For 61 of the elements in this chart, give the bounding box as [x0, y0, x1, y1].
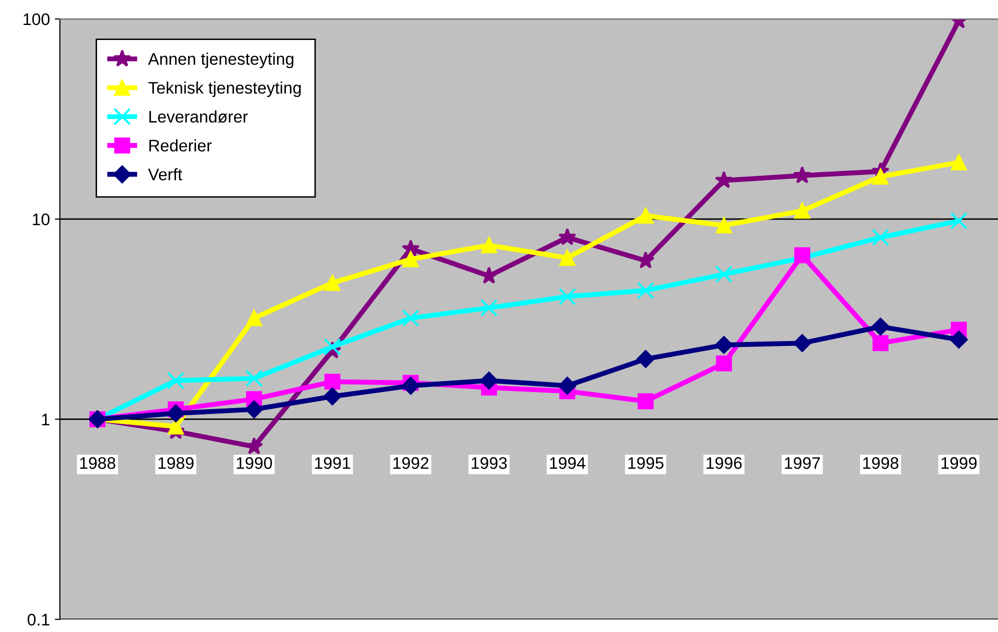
x-tick-label: 1996 — [706, 457, 742, 469]
x-tick-label: 1998 — [863, 457, 898, 469]
x-tick-label: 1995 — [628, 457, 664, 469]
point — [794, 202, 810, 219]
x-tick-label: 1999 — [942, 457, 977, 469]
point — [638, 393, 654, 410]
point — [950, 330, 968, 348]
point — [166, 404, 185, 422]
point — [323, 388, 342, 406]
point — [872, 335, 889, 352]
point — [716, 217, 732, 234]
point — [794, 247, 810, 264]
legend-label: Annen tjenesteyting — [148, 52, 294, 68]
x-tick-label: 1989 — [158, 457, 194, 469]
legend-label: Leverandører — [149, 110, 248, 123]
y-tick-label: 100 — [24, 13, 50, 26]
point — [872, 168, 889, 185]
point — [558, 228, 576, 246]
point — [716, 355, 732, 372]
point — [793, 334, 812, 352]
point — [950, 154, 967, 170]
point — [480, 372, 498, 390]
point — [402, 251, 419, 268]
point — [714, 171, 733, 188]
point — [558, 288, 576, 306]
point — [558, 376, 576, 395]
y-tick-label: 10 — [32, 213, 50, 226]
x-tick-label: 1990 — [236, 457, 272, 469]
legend-label: Teknisk tjenesteyting — [148, 82, 301, 98]
x-tick-label: 1992 — [393, 457, 428, 469]
point — [324, 338, 342, 356]
point — [324, 274, 340, 291]
point — [402, 309, 420, 327]
y-tick-label: 0.1 — [28, 614, 50, 626]
point — [636, 282, 654, 300]
point — [481, 237, 497, 254]
point — [245, 400, 263, 418]
point — [638, 208, 654, 224]
point — [950, 212, 968, 230]
x-tick-label: 1997 — [784, 457, 820, 469]
point — [402, 376, 420, 395]
point — [872, 228, 890, 246]
point — [480, 299, 498, 317]
x-tick-label: 1994 — [550, 457, 586, 469]
point — [636, 350, 655, 368]
y-tick-label: 1 — [42, 414, 50, 426]
point — [167, 372, 184, 390]
x-tick-label: 1988 — [80, 457, 116, 469]
point — [872, 318, 890, 336]
point — [715, 336, 733, 354]
point — [245, 370, 263, 388]
point — [559, 250, 576, 266]
x-tick-label: 1991 — [315, 457, 350, 469]
point — [715, 266, 733, 283]
point — [793, 166, 812, 184]
x-tick-label: 1993 — [472, 457, 507, 469]
point — [324, 374, 340, 390]
point — [246, 310, 262, 326]
point — [402, 239, 420, 257]
legend-label: Verft — [148, 168, 182, 180]
legend-label: Rederier — [149, 139, 212, 152]
